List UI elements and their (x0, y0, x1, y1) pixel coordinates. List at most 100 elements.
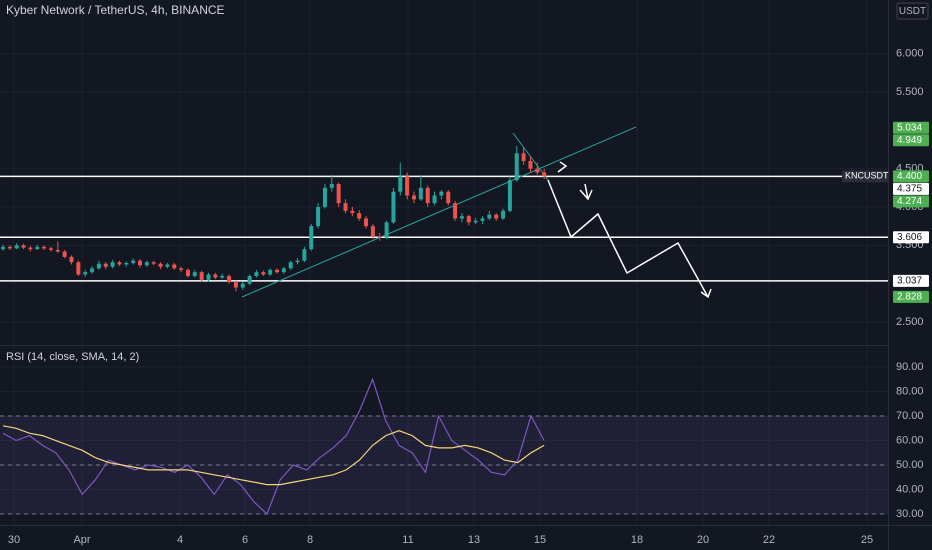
y-tick-label: 6.000 (896, 48, 924, 60)
symbol-marker (842, 170, 889, 183)
rsi-tick-label: 50.00 (896, 459, 924, 471)
price-marker (893, 195, 929, 208)
price-marker (893, 121, 929, 134)
price-marker-label: 2.828 (897, 291, 922, 302)
projection-path (547, 179, 709, 298)
candle-body (535, 168, 540, 173)
candle-body (144, 262, 149, 266)
candle-body (268, 269, 273, 275)
candle-body (521, 153, 526, 161)
rsi-band-group (0, 415, 888, 515)
price-marker-label: 3.606 (897, 232, 922, 243)
price-marker-label: 4.375 (897, 183, 922, 194)
candle-body (473, 220, 478, 223)
candle-body (172, 264, 177, 269)
axes: 30Apr468111315182022252.5003.5004.0004.5… (8, 48, 929, 546)
candle-body (233, 282, 238, 288)
candles (1, 145, 547, 292)
candle-body (459, 216, 464, 219)
chart-title: Kyber Network / TetherUS, 4h, BINANCE (6, 3, 225, 17)
candle-body (7, 246, 12, 249)
candle-body (35, 246, 40, 250)
candle-body (322, 187, 327, 207)
candle-body (350, 210, 355, 214)
candle-body (103, 263, 108, 267)
rsi-sma-line (2, 425, 545, 486)
time-axis-border (0, 525, 932, 526)
candle-body (370, 226, 375, 237)
projection-arrowhead (700, 288, 712, 299)
x-tick-label: 20 (697, 534, 709, 546)
candle-body (110, 262, 115, 267)
candle-body (357, 213, 362, 219)
candle-body (542, 172, 547, 177)
rsi-tick-label: 90.00 (896, 361, 924, 373)
candle-body (329, 184, 334, 188)
candle-body (343, 203, 348, 211)
price-marker (893, 231, 929, 244)
candle-body (275, 269, 279, 273)
price-lines (0, 175, 888, 282)
candle-body (62, 251, 67, 257)
candle-body (240, 283, 245, 288)
price-marker-label: 4.274 (897, 196, 922, 207)
rsi-lines (2, 377, 545, 516)
x-tick-label: 22 (763, 534, 775, 546)
candle-body (412, 195, 416, 200)
candle-body (364, 218, 369, 227)
price-marker-label: 4.400 (897, 171, 922, 182)
candle-body (179, 268, 184, 270)
candle-body (48, 248, 53, 250)
x-tick-label: 11 (402, 534, 413, 546)
candle-body (69, 256, 74, 263)
candle-body (439, 191, 444, 196)
x-tick-label: 30 (8, 534, 20, 546)
candle-body (90, 268, 95, 273)
candle-body (192, 272, 197, 276)
candle-body (466, 216, 471, 223)
candle-body (480, 218, 485, 221)
candle-body (405, 176, 410, 196)
candle-body (432, 195, 437, 204)
candle-body (138, 260, 142, 266)
candle-body (377, 236, 382, 238)
price-marker-label: 5.034 (897, 122, 922, 133)
candle-body (206, 274, 211, 280)
y-tick-label: 2.500 (896, 316, 924, 328)
candle-body (76, 262, 81, 275)
rsi-tick-label: 70.00 (896, 410, 924, 422)
currency-label[interactable]: USDT (899, 6, 926, 17)
candle-body (124, 262, 129, 265)
candle-body (528, 161, 533, 169)
candle-body (158, 263, 163, 267)
candle-body (418, 187, 423, 200)
price-marker (893, 182, 929, 195)
candle-body (391, 191, 396, 223)
candle-body (117, 262, 122, 265)
candle-body (302, 249, 307, 261)
candle-body (281, 268, 286, 273)
candle-body (494, 214, 499, 219)
rsi-tick-label: 30.00 (896, 508, 924, 520)
candle-body (227, 276, 232, 283)
x-tick-label: 6 (242, 534, 248, 546)
candle-body (309, 226, 314, 250)
x-tick-label: 8 (307, 534, 313, 546)
candle-body (501, 210, 506, 219)
currency-button[interactable] (896, 2, 929, 20)
candle-body (42, 246, 47, 249)
candle-body (213, 274, 218, 278)
symbol-label: KNCUSDT (845, 171, 889, 181)
price-marker-label: 4.949 (897, 135, 922, 146)
candle-body (288, 262, 293, 269)
candle-body (21, 245, 26, 248)
candle-body (83, 272, 88, 275)
price-marker (893, 290, 929, 303)
candle-body (316, 207, 321, 227)
y-tick-label: 5.500 (896, 86, 924, 98)
candle-body (514, 153, 519, 181)
rsi-tick-label: 80.00 (896, 385, 924, 397)
candle-body (96, 263, 101, 269)
